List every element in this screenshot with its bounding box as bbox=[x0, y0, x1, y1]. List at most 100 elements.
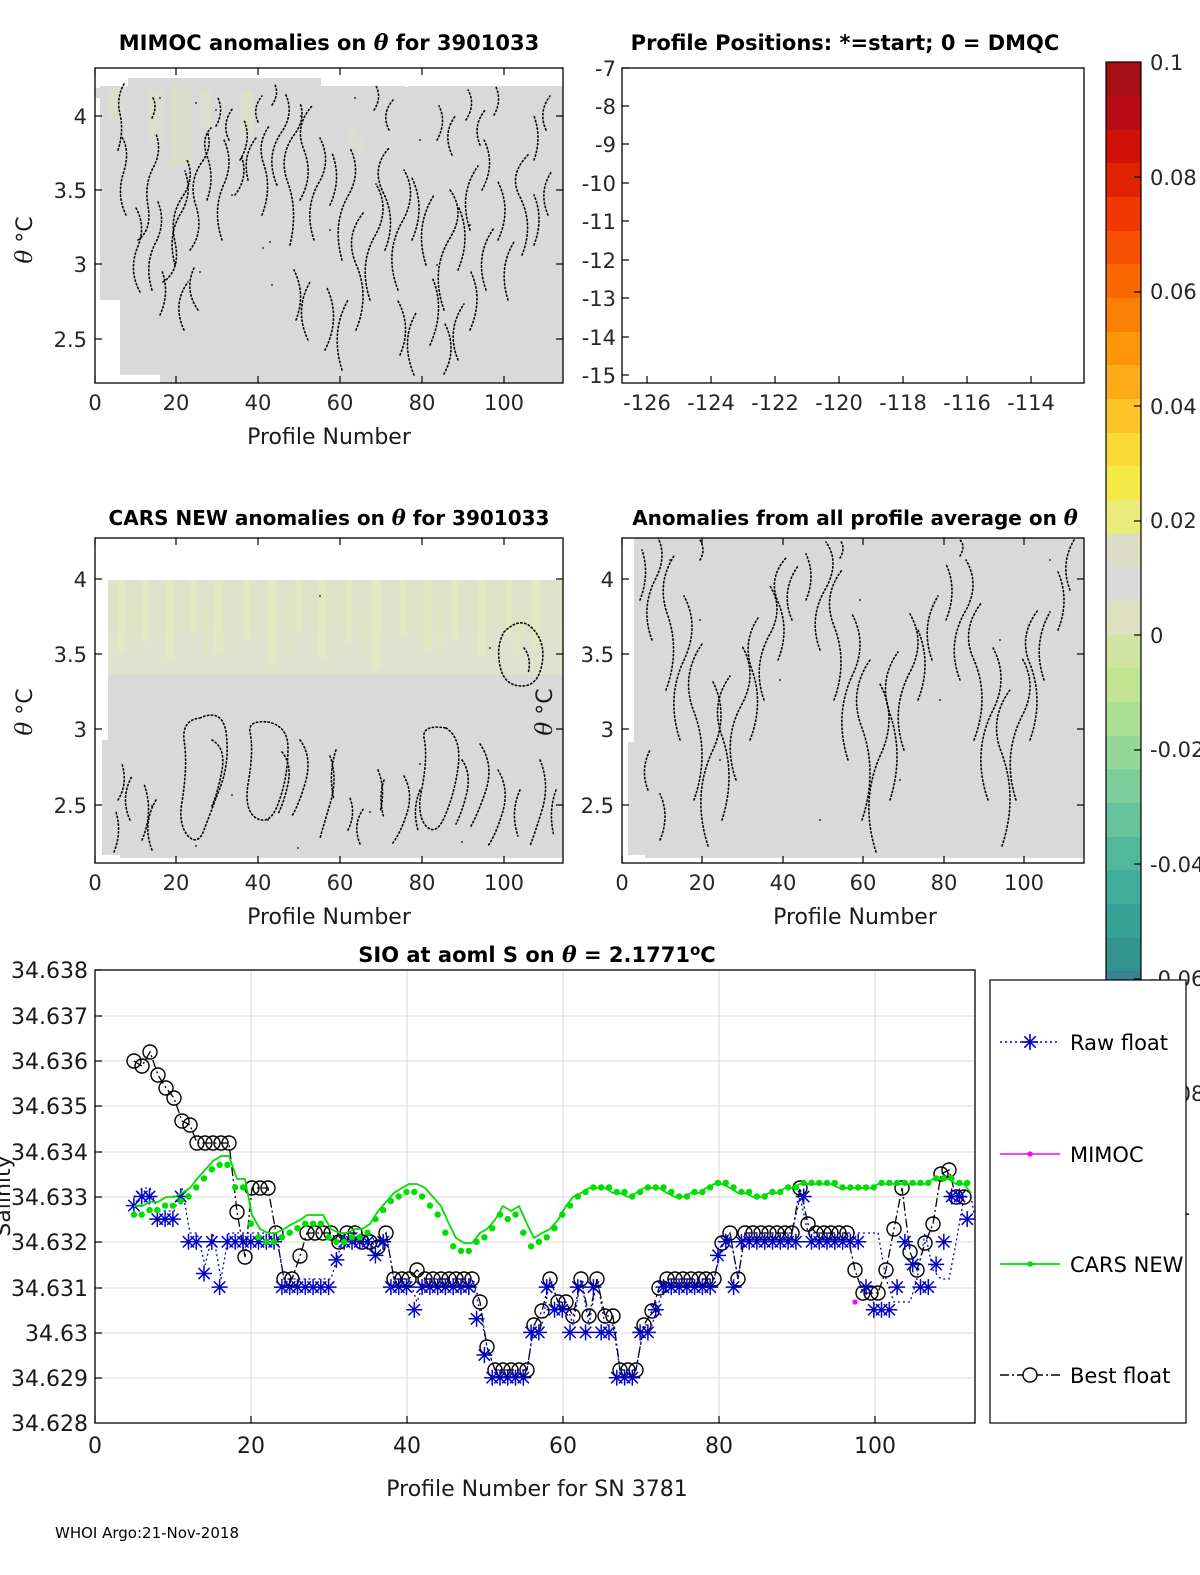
xtick: 60 bbox=[327, 391, 354, 415]
positions-axes-box bbox=[621, 67, 1085, 384]
panel-profile-positions: Profile Positions: *=start; 0 = DMQC bbox=[582, 31, 1085, 415]
legend-label-cars-new: CARS NEW bbox=[1070, 1253, 1184, 1277]
theta-glyph: θ bbox=[562, 942, 577, 968]
sio-yticklabels: 34.628 34.629 34.63 34.631 34.632 34.633… bbox=[11, 959, 88, 1437]
ytick: -12 bbox=[582, 249, 616, 273]
legend-item-best-float[interactable]: Best float bbox=[1000, 1364, 1170, 1388]
dot-icon bbox=[1027, 1261, 1033, 1267]
xtick: -120 bbox=[815, 391, 863, 415]
xtick: 100 bbox=[484, 871, 524, 895]
ytick: -9 bbox=[595, 133, 616, 157]
ytick: -15 bbox=[582, 364, 616, 388]
xtick: -122 bbox=[751, 391, 799, 415]
ytick: 34.632 bbox=[11, 1231, 88, 1256]
t3a: CARS NEW anomalies on bbox=[109, 506, 392, 530]
xtick: 0 bbox=[88, 391, 101, 415]
xtick: 80 bbox=[931, 871, 958, 895]
raw-float-markers bbox=[125, 1188, 975, 1386]
panel-cars-new-anomalies: CARS NEW anomalies on θ for 3901033 bbox=[12, 505, 564, 930]
ytick: 2.5 bbox=[54, 794, 87, 818]
allavg-ticks bbox=[621, 538, 1084, 863]
circle-icon bbox=[1022, 1367, 1038, 1383]
ytick: -10 bbox=[582, 172, 616, 196]
sio-ylabel: Salinity bbox=[0, 1155, 16, 1236]
panel-all-profile-average: Anomalies from all profile average on θ bbox=[532, 505, 1085, 930]
mimoc-xticklabels: 0 20 40 60 80 100 bbox=[88, 391, 524, 415]
legend-label-raw-float: Raw float bbox=[1070, 1031, 1168, 1055]
ytick: 34.633 bbox=[11, 1186, 88, 1211]
ytick: -13 bbox=[582, 287, 616, 311]
ytick: 4 bbox=[601, 568, 614, 592]
t3b: for 3901033 bbox=[406, 506, 550, 530]
theta-glyph: θ bbox=[1064, 505, 1078, 530]
ytick: 34.634 bbox=[11, 1141, 88, 1166]
series-best-float bbox=[126, 1044, 972, 1378]
ytick: 3 bbox=[74, 253, 87, 277]
mimoc-ticks bbox=[94, 68, 563, 383]
ytick: 4 bbox=[74, 105, 87, 129]
sio-legend: Raw float MIMOC CARS NEW Best float bbox=[989, 979, 1187, 1424]
cars-ticks bbox=[94, 538, 563, 863]
legend-box bbox=[989, 979, 1187, 1424]
allavg-ylabel: θ °C bbox=[532, 688, 558, 735]
allavg-xticklabels: 0 20 40 60 80 100 bbox=[615, 871, 1044, 895]
series-cars-new bbox=[130, 1155, 972, 1255]
ytick: 3.5 bbox=[54, 179, 87, 203]
xtick: 100 bbox=[1004, 871, 1044, 895]
cbtick: 0 bbox=[1150, 624, 1163, 648]
mimoc-field bbox=[95, 68, 563, 383]
ytick: 34.63 bbox=[25, 1322, 88, 1347]
ytick: 34.629 bbox=[11, 1367, 88, 1392]
t5c: C bbox=[700, 943, 715, 967]
xtick: 60 bbox=[327, 871, 354, 895]
legend-label-best-float: Best float bbox=[1070, 1364, 1170, 1388]
t4a: Anomalies from all profile average on bbox=[632, 506, 1064, 530]
cars-ylabel: θ °C bbox=[12, 688, 38, 735]
cars-field bbox=[95, 558, 563, 858]
panel-sio-salinity: SIO at aoml S on θ = 2.1771oC bbox=[0, 941, 976, 1502]
cars-new-markers bbox=[130, 1161, 971, 1255]
svg-text:θ °C: θ °C bbox=[532, 688, 558, 735]
panel-allavg-title: Anomalies from all profile average on θ bbox=[632, 505, 1078, 530]
xtick: 0 bbox=[88, 871, 101, 895]
ytick: 34.637 bbox=[11, 1005, 88, 1030]
xtick: 80 bbox=[705, 1434, 733, 1459]
legend-item-raw-float[interactable]: Raw float bbox=[1000, 1031, 1168, 1055]
cars-xticklabels: 0 20 40 60 80 100 bbox=[88, 871, 524, 895]
ytick: -8 bbox=[595, 95, 616, 119]
mimoc-xlabel: Profile Number bbox=[247, 425, 412, 450]
xtick: 0 bbox=[615, 871, 628, 895]
ytick: 2.5 bbox=[54, 328, 87, 352]
legend-item-mimoc[interactable]: MIMOC bbox=[1000, 1143, 1144, 1167]
xtick: -118 bbox=[879, 391, 927, 415]
t1b: for 3901033 bbox=[388, 31, 539, 55]
mimoc-yticklabels: 2.5 3 3.5 4 bbox=[54, 105, 87, 352]
xtick: 80 bbox=[409, 871, 436, 895]
allavg-xlabel: Profile Number bbox=[773, 905, 938, 930]
t5a: SIO at aoml S on bbox=[358, 943, 562, 967]
panel-sio-title: SIO at aoml S on θ = 2.1771oC bbox=[358, 941, 715, 968]
cbtick: 0.06 bbox=[1150, 280, 1197, 304]
cars-axes-box bbox=[94, 537, 564, 864]
sio-ticks bbox=[94, 969, 876, 1423]
xtick: -124 bbox=[687, 391, 735, 415]
degree-sup: o bbox=[690, 941, 700, 959]
xtick: -126 bbox=[623, 391, 671, 415]
ytick: 34.628 bbox=[11, 1412, 88, 1437]
xtick: 100 bbox=[484, 391, 524, 415]
allavg-yticklabels: 2.5 3 3.5 4 bbox=[581, 568, 614, 818]
ytick: 34.631 bbox=[11, 1277, 88, 1302]
legend-item-cars-new[interactable]: CARS NEW bbox=[1000, 1253, 1184, 1277]
theta-glyph: θ bbox=[374, 30, 389, 56]
allavg-field bbox=[622, 538, 1084, 858]
cbtick: -0.04 bbox=[1150, 853, 1200, 877]
cars-xlabel: Profile Number bbox=[247, 905, 412, 930]
xtick: 20 bbox=[163, 871, 190, 895]
dot-icon bbox=[1027, 1151, 1033, 1157]
xtick: 40 bbox=[245, 391, 272, 415]
sio-xlabel: Profile Number for SN 3781 bbox=[386, 1477, 687, 1502]
legend-label-mimoc: MIMOC bbox=[1070, 1143, 1144, 1167]
xtick: 60 bbox=[850, 871, 877, 895]
best-float-markers bbox=[126, 1044, 972, 1378]
